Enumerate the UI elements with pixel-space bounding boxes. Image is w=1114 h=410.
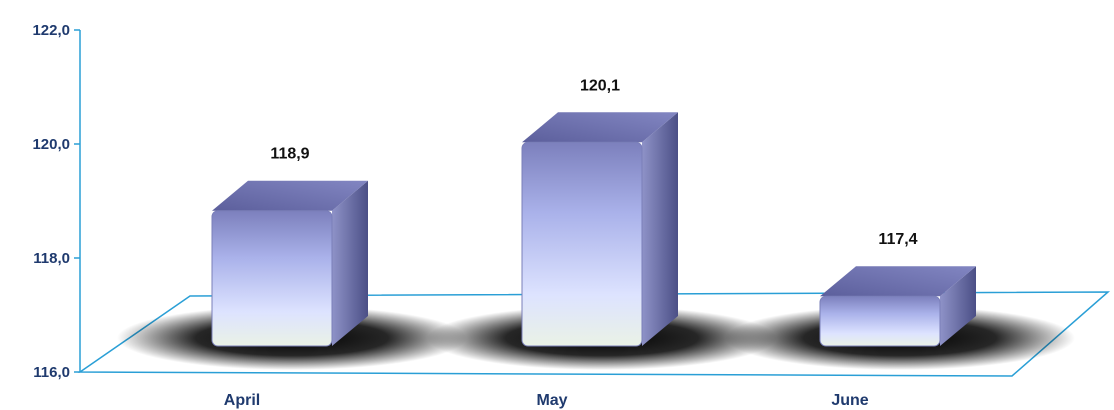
bar-may: [521, 112, 678, 347]
bar-june: [819, 266, 976, 347]
x-tick-label: April: [224, 392, 260, 409]
x-axis-labels: April May June: [224, 392, 869, 409]
x-tick-label: June: [831, 392, 868, 409]
data-label: 118,9: [270, 146, 309, 163]
y-tick-label: 122,0: [32, 22, 70, 39]
bar-side-face: [332, 180, 368, 346]
bar-front-face: [819, 295, 941, 347]
bar-front-face: [521, 141, 643, 347]
bar-april: [211, 180, 368, 347]
bars: [211, 112, 976, 347]
bar-top-face: [212, 180, 368, 211]
bar-top-face: [820, 266, 976, 297]
data-label: 117,4: [878, 231, 917, 248]
data-labels: 118,9 120,1 117,4: [270, 77, 917, 248]
y-tick-label: 120,0: [32, 136, 70, 153]
y-tick-label: 118,0: [33, 250, 70, 267]
bar-side-face: [642, 112, 678, 346]
y-axis-ticks: 116,0 118,0 120,0 122,0: [32, 22, 80, 381]
bar-front-face: [211, 210, 333, 347]
y-tick-label: 116,0: [33, 364, 70, 381]
bar-top-face: [522, 112, 678, 143]
data-label: 120,1: [580, 77, 620, 94]
bar-side-face: [940, 266, 976, 346]
x-tick-label: May: [536, 392, 567, 409]
